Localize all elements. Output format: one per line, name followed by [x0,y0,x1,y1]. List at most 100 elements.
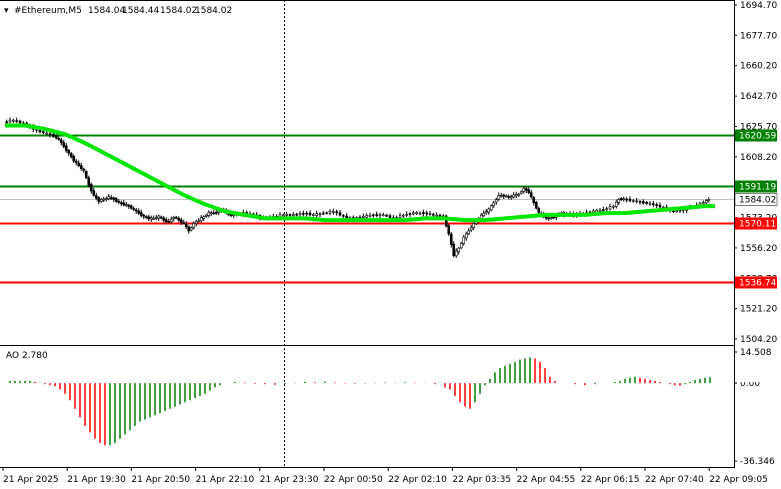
candle-body [282,214,285,217]
candle-body [64,145,68,151]
candle-body [169,218,173,223]
candle-body [322,212,325,215]
price-tick-label: 1660.20 [740,62,777,72]
candle-body [82,168,86,171]
candle-body [499,195,503,197]
candle-body [214,212,218,214]
candle-body [97,197,101,202]
current-price-tag [734,193,778,206]
candle-body [707,199,711,201]
candle-body [514,194,518,197]
candle-body [328,211,332,214]
level-price-tag-label: 1536.74 [739,279,776,289]
level-price-tag-label: 1591.19 [739,183,776,193]
candle-body [204,214,208,217]
candle-body [134,209,138,212]
level-price-tag [735,217,777,230]
candle-body [87,177,91,186]
candle-body [655,204,658,206]
candle-body [412,212,415,215]
candle-body [602,209,605,211]
candle-body [114,198,118,202]
candle-body [368,215,372,217]
candle-body [658,204,662,208]
candle-body [608,206,612,210]
candle-body [335,211,338,214]
candle-body [15,120,18,122]
candle-body [642,201,645,204]
candle-body [507,196,511,198]
candle-body [522,187,526,192]
ao-tick-label: -36.346 [740,457,775,467]
candle-body [107,196,111,200]
candle-body [592,210,595,213]
chart-title-icon: ▾ [4,6,9,16]
candle-body [598,209,602,212]
candle-body [285,214,288,216]
candle-body [382,214,385,217]
candle-body [502,194,506,197]
ao-tick-label: 0.00 [740,379,760,389]
time-tick-label: 21 Apr 20:50 [131,475,190,485]
candle-body [652,203,655,206]
time-tick-label: 21 Apr 22:10 [196,475,255,485]
candle-body [612,205,615,208]
candle-body [422,212,425,215]
price-tick-label: 1556.20 [740,244,777,254]
candle-body [72,156,76,162]
candle-body [5,121,8,123]
candle-body [164,219,168,222]
candle-body [147,216,151,220]
candle-body [18,120,22,124]
candle-body [408,213,412,215]
candle-body [438,214,442,217]
candle-body [358,216,362,219]
candle-body [144,216,148,218]
candle-body [524,188,528,191]
candle-body [112,197,116,200]
candle-body [388,215,392,218]
candle-body [462,236,466,244]
candle-body [54,135,58,139]
candle-body [645,201,648,204]
candle-body [614,201,618,207]
candle-body [109,197,113,199]
candle-body [129,205,133,209]
candle-body [595,209,598,213]
candle-body [52,133,55,137]
candle-body [432,213,435,216]
candle-body [418,212,422,215]
oscillator-axis-labels: 14.508 0.00 -36.346 [734,348,777,467]
candle-body [428,213,432,215]
time-tick-label: 21 Apr 19:30 [67,475,126,485]
support-resistance-levels [0,134,734,284]
candle-body [295,213,298,216]
time-axis-labels: 21 Apr 2025 21 Apr 19:30 21 Apr 20:50 21 Ap… [2,467,768,485]
candle-body [67,150,71,154]
candle-body [102,198,106,201]
candle-body [638,201,642,203]
candle-body [628,198,632,202]
candle-body [305,212,308,215]
candle-body [12,119,15,122]
candle-body [449,233,453,245]
ohlc-high: 1584.44 [122,6,159,16]
candle-body [532,197,536,203]
price-tick-label: 1521.20 [740,305,777,315]
candle-body [648,202,652,205]
candle-body [179,219,183,223]
candle-body [315,213,318,216]
candle-body [202,216,206,219]
candle-body [137,210,141,214]
candle-body [482,212,486,217]
candle-body [509,196,513,199]
candle-body [632,200,635,202]
candle-body [704,200,708,204]
chart-title: #Ethereum,M5 [14,6,82,16]
candle-body [184,223,188,228]
candle-body [45,132,48,135]
candle-body [177,218,181,221]
candle-body [489,205,493,211]
candle-body [298,213,302,215]
